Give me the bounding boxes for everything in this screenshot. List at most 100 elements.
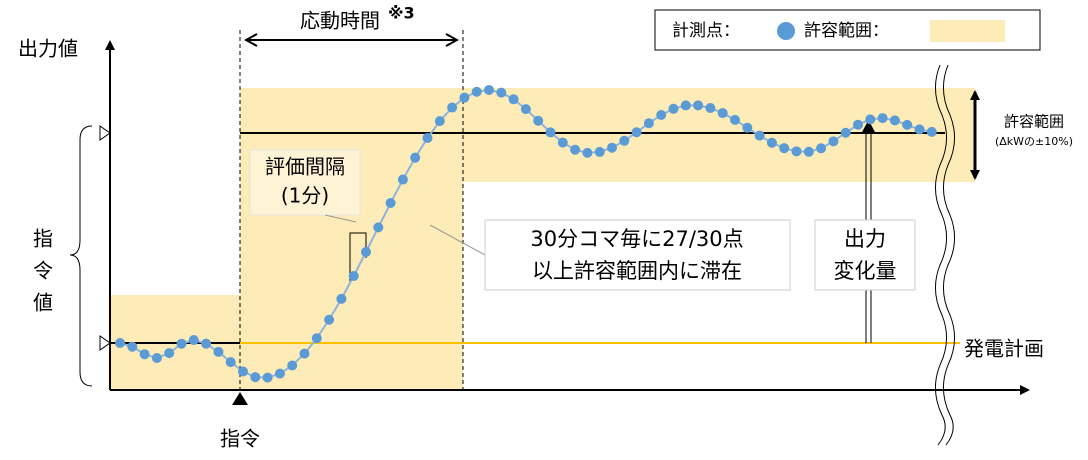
y-axis-label: 出力値 — [18, 37, 78, 61]
measurement-point — [545, 127, 556, 138]
tick-triangle — [99, 125, 111, 141]
condition-text: 30分コマ毎に27/30点 — [530, 227, 743, 251]
measurement-point — [164, 348, 175, 359]
measurement-point — [730, 114, 740, 125]
tick-triangle — [99, 335, 111, 351]
measurement-point — [397, 174, 408, 185]
measurement-point — [115, 338, 125, 348]
measurement-point — [926, 126, 937, 137]
measurement-point — [139, 349, 150, 360]
measurement-point — [250, 372, 261, 383]
measurement-point — [188, 335, 199, 346]
measurement-point — [213, 346, 224, 357]
measurement-point — [889, 115, 900, 126]
tolerance-label: 許容範囲 — [1004, 113, 1064, 131]
tolerance-detail: (ΔkWの±10%) — [995, 135, 1073, 148]
measurement-point — [705, 103, 716, 114]
measurement-point — [828, 136, 839, 147]
command-value-label: 指 — [33, 227, 53, 251]
measurement-point — [459, 92, 470, 103]
measurement-point — [816, 143, 827, 154]
measurement-point — [668, 103, 679, 114]
measurement-point — [238, 366, 248, 377]
legend-range: 許容範囲： — [804, 21, 889, 41]
measurement-point — [422, 132, 433, 143]
response-label: 応動時間 — [300, 9, 380, 33]
interval-box — [249, 149, 361, 216]
measurement-point — [520, 104, 531, 115]
measurement-point — [656, 110, 667, 121]
measurement-point — [594, 146, 605, 157]
legend-dot — [777, 22, 795, 40]
plan-label: 発電計画 — [964, 337, 1044, 361]
change-box — [814, 219, 916, 291]
measurement-point — [262, 372, 273, 383]
break-mark — [935, 64, 947, 446]
break-mark — [943, 64, 955, 446]
range-band — [240, 88, 975, 182]
legend-points: 計測点： — [672, 21, 740, 41]
measurement-point — [631, 127, 642, 138]
measurement-point — [754, 130, 765, 141]
brace — [69, 125, 93, 387]
interval-detail: (1分) — [281, 184, 329, 208]
measurement-point — [151, 352, 162, 363]
measurement-point — [533, 115, 544, 126]
callout-line — [324, 214, 357, 223]
measurement-point — [336, 293, 347, 304]
measurement-point — [471, 86, 482, 97]
measurement-point — [643, 118, 654, 129]
measurement-point — [619, 135, 630, 146]
measurement-point — [853, 119, 863, 130]
measurement-point — [779, 143, 790, 154]
response-note: ※3 — [388, 4, 415, 23]
command-value-label: 値 — [33, 291, 53, 315]
measurement-point — [324, 314, 335, 325]
measurement-point — [496, 87, 507, 98]
callout-line — [429, 224, 486, 256]
measurement-point — [274, 368, 285, 379]
legend-swatch — [930, 20, 1005, 42]
measurement-point — [607, 142, 617, 153]
measurement-point — [201, 338, 212, 349]
measurement-point — [410, 152, 421, 163]
interval-bracket — [349, 232, 367, 283]
measurement-point — [902, 119, 913, 130]
change-text: 出力 — [844, 227, 886, 251]
measurement-point — [791, 146, 802, 157]
measurement-point — [361, 246, 371, 257]
measurement-point — [385, 198, 396, 209]
measurement-point — [127, 341, 138, 352]
condition-box — [484, 219, 791, 291]
measurement-point — [877, 113, 888, 124]
measurement-point — [803, 146, 814, 157]
measurement-point — [434, 116, 445, 127]
command-value-label: 令 — [33, 259, 53, 283]
measurement-point — [447, 102, 458, 113]
change-text: 変化量 — [834, 259, 897, 283]
range-band — [240, 182, 463, 390]
measurement-point — [311, 333, 322, 344]
command-label: 指令 — [220, 427, 260, 451]
measurement-point — [693, 100, 704, 111]
measurement-curve — [115, 85, 937, 383]
measurement-point — [570, 144, 581, 155]
command-marker — [232, 392, 248, 405]
measurement-point — [766, 137, 777, 148]
measurement-point — [508, 94, 519, 105]
measurement-point — [865, 114, 876, 125]
condition-text: 以上許容範囲内に滞在 — [532, 259, 742, 283]
measurement-point — [914, 124, 925, 135]
measurement-point — [717, 108, 728, 119]
measurement-point — [287, 360, 298, 371]
measurement-point — [348, 271, 359, 282]
measurement-point — [373, 222, 384, 233]
measurement-point — [484, 85, 494, 96]
measurement-point — [742, 122, 753, 133]
measurement-point — [225, 357, 236, 368]
measurement-point — [680, 100, 691, 111]
measurement-point — [176, 338, 187, 349]
measurement-point — [557, 137, 568, 148]
measurement-point — [840, 127, 851, 138]
